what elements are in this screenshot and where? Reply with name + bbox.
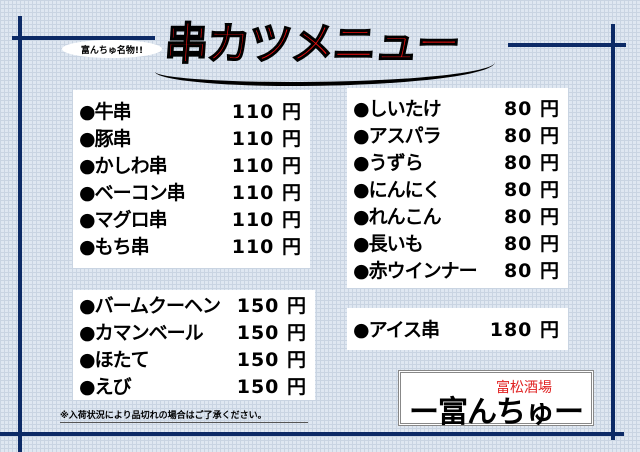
menu-group-80: [347, 88, 568, 288]
menu-item: ●ほたて 150 円: [79, 345, 307, 372]
menu-item-name: ●アイス串: [353, 319, 440, 341]
menu-group-110: [73, 90, 310, 268]
menu-item-name: ●しいたけ: [353, 98, 442, 120]
menu-item-price: 150 円: [236, 376, 307, 398]
menu-item-name: ●豚串: [79, 128, 132, 150]
frame-left: [18, 16, 22, 452]
menu-item-price: 150 円: [236, 349, 307, 371]
menu-item-name: ●ベーコン串: [79, 182, 186, 204]
menu-item: ●赤ウインナー 80 円: [353, 256, 560, 283]
menu-item-name: ●うずら: [353, 152, 424, 174]
menu-item-price: 150 円: [236, 295, 307, 317]
frame-right: [611, 24, 615, 440]
menu-item: ●長いも 80 円: [353, 229, 560, 256]
menu-item-name: ●カマンベール: [79, 322, 204, 344]
menu-item: ●アイス串 180 円: [353, 315, 560, 342]
menu-group-150: [73, 290, 315, 400]
menu-item: ●豚串 110 円: [79, 124, 302, 151]
menu-item-name: ●かしわ串: [79, 155, 168, 177]
menu-item-name: ●マグロ串: [79, 209, 168, 231]
menu-item-price: 180 円: [489, 319, 560, 341]
logo-sub: 富松酒場: [496, 380, 552, 396]
menu-item: ●もち串 110 円: [79, 232, 302, 259]
frame-top-right: [508, 43, 626, 47]
menu-item: ●アスパラ 80 円: [353, 121, 560, 148]
menu-item-price: 80 円: [503, 206, 560, 228]
menu-item-name: ●バームクーヘン: [79, 295, 221, 317]
menu-item: ●しいたけ 80 円: [353, 94, 560, 121]
menu-item: ●カマンベール 150 円: [79, 318, 307, 345]
menu-item-name: ●にんにく: [353, 179, 441, 201]
logo-main: ー富んちゅー: [409, 395, 584, 430]
menu-item-price: 80 円: [503, 98, 560, 120]
menu-item-name: ●赤ウインナー: [353, 260, 478, 282]
menu-item: ●バームクーヘン 150 円: [79, 291, 307, 318]
menu-item: ●にんにく 80 円: [353, 175, 560, 202]
frame-top-left: [12, 36, 155, 40]
menu-item-name: ●ほたて: [79, 349, 150, 371]
menu-item-price: 80 円: [503, 233, 560, 255]
menu-item-price: 110 円: [231, 209, 302, 231]
menu-item-name: ●もち串: [79, 236, 150, 258]
menu-item: ●ベーコン串 110 円: [79, 178, 302, 205]
menu-group-180: [347, 308, 568, 350]
menu-item-price: 110 円: [231, 155, 302, 177]
page-title: 串カツメニュー: [162, 18, 461, 71]
menu-item-name: ●れんこん: [353, 206, 442, 228]
menu-item-name: ●えび: [79, 376, 132, 398]
menu-item: ●れんこん 80 円: [353, 202, 560, 229]
menu-item-price: 150 円: [236, 322, 307, 344]
shop-logo: 富松酒場 ー富んちゅー: [398, 370, 594, 430]
menu-item-name: ●アスパラ: [353, 125, 442, 147]
menu-item-price: 80 円: [503, 125, 560, 147]
menu-item-name: ●牛串: [79, 101, 132, 123]
menu-item: ●うずら 80 円: [353, 148, 560, 175]
menu-item-price: 110 円: [231, 182, 302, 204]
stock-note: ※入荷状況により品切れの場合はご了承ください。: [60, 408, 308, 423]
menu-item: ●かしわ串 110 円: [79, 151, 302, 178]
menu-item-price: 110 円: [231, 128, 302, 150]
menu-item-name: ●長いも: [353, 233, 424, 255]
menu-item: ●えび 150 円: [79, 372, 307, 399]
menu-item: ●牛串 110 円: [79, 97, 302, 124]
menu-item-price: 110 円: [231, 101, 302, 123]
menu-item-price: 80 円: [503, 179, 560, 201]
menu-item: ●マグロ串 110 円: [79, 205, 302, 232]
menu-item-price: 80 円: [503, 260, 560, 282]
frame-bottom: [0, 432, 624, 436]
title-swoosh: [155, 62, 495, 86]
menu-item-price: 110 円: [231, 236, 302, 258]
tagline: 富んちゅ名物!!: [62, 40, 162, 58]
menu-item-price: 80 円: [503, 152, 560, 174]
